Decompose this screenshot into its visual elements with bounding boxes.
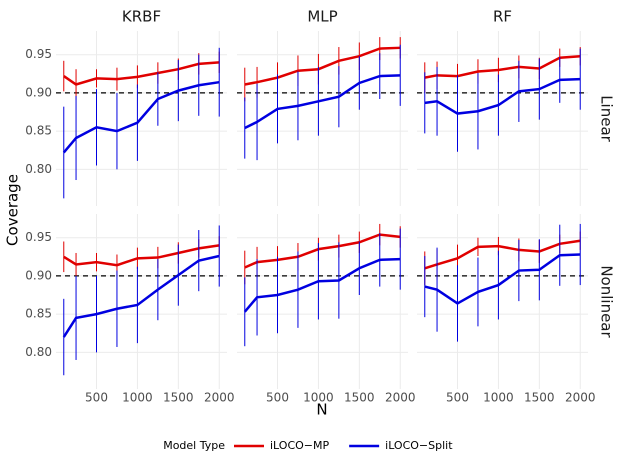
- y-axis-label: Coverage: [4, 174, 22, 246]
- x-tick-label: 1000: [483, 391, 514, 405]
- series-line: [424, 239, 581, 270]
- x-tick-label: 2000: [385, 391, 416, 405]
- row-strip-label: Nonlinear: [598, 265, 616, 338]
- x-tick-label: 500: [266, 391, 289, 405]
- column-strip-label: KRBF: [122, 8, 161, 26]
- column-strip-label: MLP: [307, 8, 337, 26]
- x-tick-label: 1500: [163, 391, 194, 405]
- series-line: [244, 74, 401, 130]
- x-tick-label: 2000: [204, 391, 235, 405]
- y-tick-label: 0.85: [25, 124, 52, 138]
- y-tick-label: 0.95: [25, 47, 52, 61]
- x-tick-label: 500: [446, 391, 469, 405]
- series-line: [62, 80, 220, 154]
- series-line: [244, 233, 401, 269]
- y-tick-label: 0.80: [25, 162, 52, 176]
- series-line: [424, 253, 581, 305]
- series-line: [244, 46, 401, 86]
- series-line: [62, 254, 220, 338]
- x-tick-label: 1500: [524, 391, 555, 405]
- x-tick-label: 2000: [565, 391, 596, 405]
- y-tick-label: 0.90: [25, 85, 52, 99]
- x-tick-label: 1000: [122, 391, 153, 405]
- y-tick-label: 0.85: [25, 307, 52, 321]
- series-line: [63, 61, 220, 86]
- legend-label: iLOCO−MP: [270, 439, 329, 452]
- y-tick-label: 0.80: [25, 345, 52, 359]
- x-tick-label: 500: [85, 391, 108, 405]
- x-tick-label: 1500: [344, 391, 375, 405]
- row-strip-label: Linear: [598, 95, 616, 142]
- column-strip-label: RF: [493, 8, 512, 26]
- legend-label: iLOCO−Split: [385, 439, 453, 452]
- series-line: [424, 77, 581, 115]
- y-tick-label: 0.90: [25, 268, 52, 282]
- y-tick-label: 0.95: [25, 230, 52, 244]
- series-line: [243, 257, 401, 313]
- x-tick-label: 1000: [303, 391, 334, 405]
- legend-title: Model Type: [163, 439, 225, 452]
- series-line: [424, 54, 581, 79]
- x-axis-label: N: [316, 401, 327, 419]
- series-line: [63, 244, 220, 267]
